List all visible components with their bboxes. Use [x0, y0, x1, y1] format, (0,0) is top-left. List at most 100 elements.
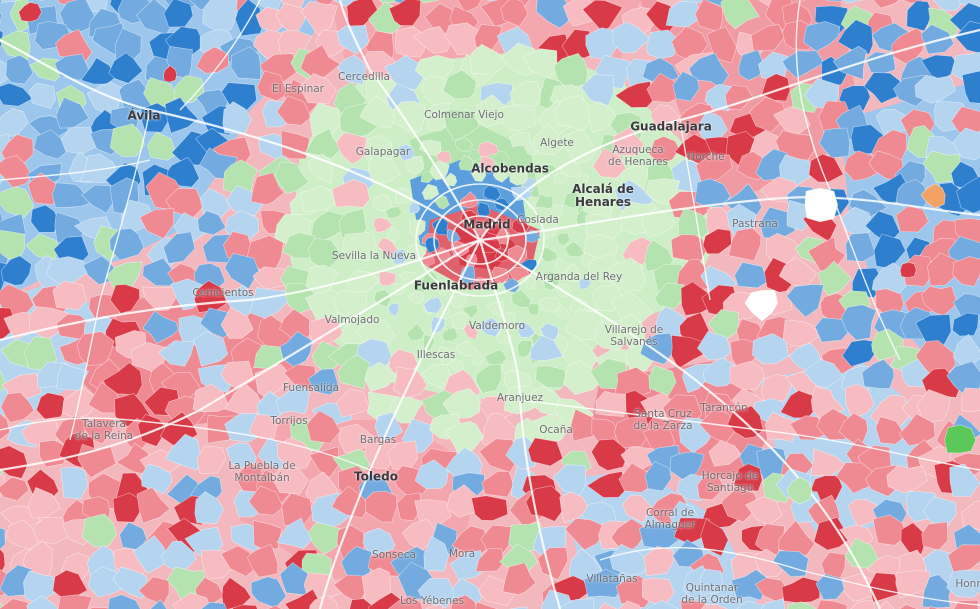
municipality-cell[interactable]	[174, 75, 205, 104]
municipality-cell[interactable]	[373, 217, 393, 233]
municipality-cell[interactable]	[410, 603, 446, 609]
municipality-cell[interactable]	[837, 19, 874, 55]
municipality-cell[interactable]	[455, 137, 473, 153]
municipality-cell[interactable]	[421, 183, 440, 200]
municipality-cell[interactable]	[872, 514, 908, 546]
municipality-cell[interactable]	[162, 231, 196, 264]
municipality-cell[interactable]	[803, 21, 841, 52]
municipality-cell[interactable]	[5, 519, 44, 550]
municipality-cell[interactable]	[524, 275, 537, 290]
municipality-cell[interactable]	[817, 0, 850, 2]
municipality-cell[interactable]	[359, 95, 398, 129]
municipality-cell[interactable]	[961, 498, 980, 530]
municipality-cell[interactable]	[76, 331, 115, 366]
municipality-cell[interactable]	[300, 185, 337, 212]
municipality-cell[interactable]	[475, 548, 505, 572]
municipality-cell[interactable]	[481, 470, 514, 498]
municipality-cell[interactable]	[639, 332, 677, 365]
municipality-cell[interactable]	[594, 602, 628, 609]
municipality-cell[interactable]	[307, 368, 340, 396]
municipality-cell[interactable]	[538, 297, 562, 313]
municipality-cell[interactable]	[406, 156, 425, 175]
municipality-cell[interactable]	[33, 129, 72, 160]
municipality-cell[interactable]	[731, 600, 765, 609]
municipality-cell[interactable]	[961, 387, 980, 413]
municipality-cell[interactable]	[922, 605, 956, 609]
municipality-cell[interactable]	[499, 105, 537, 131]
municipality-cell[interactable]	[475, 601, 504, 609]
municipality-cell[interactable]	[337, 54, 367, 85]
municipality-cell[interactable]	[5, 54, 34, 85]
municipality-cell[interactable]	[364, 362, 397, 392]
municipality-cell[interactable]	[554, 257, 571, 274]
municipality-cell[interactable]	[610, 518, 645, 556]
municipality-cell[interactable]	[423, 535, 449, 572]
municipality-cell[interactable]	[441, 327, 459, 342]
municipality-cell[interactable]	[509, 80, 542, 108]
municipality-cell[interactable]	[341, 231, 378, 262]
municipality-cell[interactable]	[895, 570, 931, 599]
municipality-cell[interactable]	[456, 0, 486, 13]
municipality-cell[interactable]	[516, 340, 533, 358]
municipality-cell[interactable]	[781, 576, 821, 604]
municipality-cell[interactable]	[424, 102, 450, 132]
municipality-cell[interactable]	[728, 227, 762, 262]
municipality-cell[interactable]	[492, 167, 509, 183]
municipality-cell[interactable]	[469, 43, 508, 75]
municipality-cell[interactable]	[872, 0, 905, 9]
municipality-cell[interactable]	[551, 204, 563, 220]
municipality-cell[interactable]	[708, 439, 742, 467]
municipality-cell[interactable]	[734, 261, 768, 289]
municipality-cell[interactable]	[108, 52, 144, 84]
municipality-cell[interactable]	[376, 237, 398, 256]
municipality-cell[interactable]	[307, 522, 344, 555]
municipality-cell[interactable]	[442, 69, 477, 100]
municipality-cell[interactable]	[591, 438, 627, 471]
municipality-cell[interactable]	[369, 0, 398, 4]
municipality-cell[interactable]	[730, 569, 768, 601]
municipality-cell[interactable]	[300, 0, 338, 36]
municipality-cell[interactable]	[57, 594, 93, 609]
municipality-cell[interactable]	[224, 252, 260, 290]
municipality-cell[interactable]	[107, 594, 143, 609]
municipality-cell[interactable]	[621, 494, 653, 524]
municipality-cell[interactable]	[256, 70, 289, 102]
municipality-cell[interactable]	[0, 391, 35, 423]
municipality-cell[interactable]	[331, 485, 370, 519]
municipality-cell[interactable]	[835, 462, 877, 494]
municipality-cell[interactable]	[672, 71, 700, 102]
municipality-cell[interactable]	[220, 545, 263, 577]
municipality-cell[interactable]	[564, 240, 585, 258]
municipality-cell[interactable]	[759, 598, 787, 609]
municipality-cell[interactable]	[30, 204, 60, 233]
municipality-cell[interactable]	[136, 599, 174, 609]
municipality-cell[interactable]	[832, 0, 867, 4]
municipality-cell[interactable]	[580, 74, 615, 106]
municipality-cell[interactable]	[31, 0, 64, 1]
municipality-cell[interactable]	[527, 437, 564, 467]
municipality-cell[interactable]	[163, 0, 194, 28]
municipality-cell[interactable]	[36, 392, 68, 420]
municipality-cell[interactable]	[29, 57, 62, 82]
municipality-cell[interactable]	[927, 252, 958, 287]
municipality-cell[interactable]	[699, 568, 723, 595]
municipality-cell[interactable]	[141, 463, 172, 495]
municipality-cell[interactable]	[192, 331, 229, 367]
municipality-cell[interactable]	[695, 604, 731, 609]
municipality-cell[interactable]	[136, 486, 171, 524]
municipality-cell[interactable]	[433, 282, 450, 296]
municipality-cell[interactable]	[132, 535, 170, 574]
municipality-cell[interactable]	[477, 140, 500, 159]
municipality-cell[interactable]	[275, 383, 310, 415]
municipality-cell[interactable]	[87, 381, 121, 414]
municipality-cell[interactable]	[276, 517, 315, 549]
municipality-cell[interactable]	[61, 386, 99, 419]
municipality-cell[interactable]	[230, 46, 262, 80]
municipality-cell[interactable]	[248, 485, 284, 516]
municipality-cell[interactable]	[818, 127, 850, 159]
municipality-cell[interactable]	[640, 207, 677, 238]
municipality-cell[interactable]	[299, 73, 337, 105]
municipality-cell[interactable]	[277, 437, 315, 469]
municipality-cell[interactable]	[586, 471, 627, 498]
municipality-cell[interactable]	[336, 25, 370, 55]
